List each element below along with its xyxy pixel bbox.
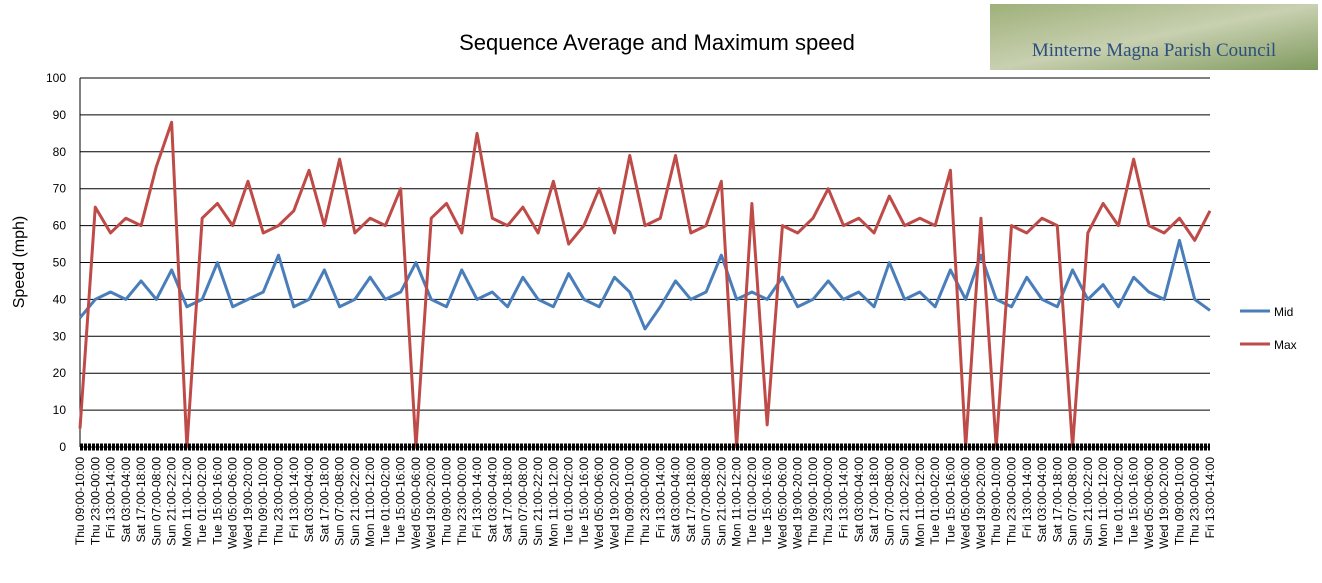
legend-label: Mid	[1274, 305, 1293, 319]
x-tick-label: Sat 17:00-18:00	[1050, 457, 1064, 543]
x-tick-label: Sun 21:00-22:00	[165, 457, 179, 546]
x-tick-label: Wed 19:00-20:00	[607, 457, 621, 549]
x-tick-label: Fri 13:00-14:00	[653, 457, 667, 539]
x-tick-label: Thu 09:00-10:00	[806, 457, 820, 545]
y-tick-label: 0	[59, 440, 66, 454]
x-tick-label: Sat 17:00-18:00	[867, 457, 881, 543]
x-tick-label: Wed 05:00-06:00	[592, 457, 606, 549]
x-tick-label: Tue 01:00-02:00	[1111, 457, 1125, 545]
x-tick-label: Fri 13:00-14:00	[1203, 457, 1217, 539]
y-tick-label: 30	[53, 329, 67, 343]
x-tick-label: Tue 15:00-16:00	[760, 457, 774, 545]
x-tick-label: Tue 01:00-02:00	[928, 457, 942, 545]
chart-title: Sequence Average and Maximum speed	[459, 30, 855, 55]
x-tick-label: Tue 01:00-02:00	[745, 457, 759, 545]
x-tick-label: Wed 19:00-20:00	[974, 457, 988, 549]
x-tick-label: Tue 15:00-16:00	[943, 457, 957, 545]
x-tick-label: Thu 23:00-00:00	[821, 457, 835, 545]
x-tick-label: Wed 05:00-06:00	[959, 457, 973, 549]
x-tick-label: Thu 23:00-00:00	[88, 457, 102, 545]
x-tick-label: Wed 05:00-06:00	[775, 457, 789, 549]
y-tick-label: 40	[53, 292, 67, 306]
x-tick-label: Sun 21:00-22:00	[898, 457, 912, 546]
x-tick-label: Sat 03:00-04:00	[302, 457, 316, 543]
x-tick-label: Sun 07:00-08:00	[882, 457, 896, 546]
logo	[990, 4, 1318, 70]
x-tick-label: Tue 01:00-02:00	[378, 457, 392, 545]
x-tick-label: Wed 19:00-20:00	[424, 457, 438, 549]
x-tick-label: Sun 07:00-08:00	[333, 457, 347, 546]
x-tick-label: Mon 11:00-12:00	[730, 457, 744, 547]
y-tick-label: 60	[53, 219, 67, 233]
x-tick-label: Thu 09:00-10:00	[256, 457, 270, 545]
x-tick-label: Sun 07:00-08:00	[516, 457, 530, 546]
x-tick-label: Wed 05:00-06:00	[226, 457, 240, 549]
y-tick-label: 100	[46, 71, 66, 85]
x-tick-label: Wed 19:00-20:00	[791, 457, 805, 549]
x-tick-label: Thu 23:00-00:00	[1004, 457, 1018, 545]
x-tick-label: Thu 09:00-10:00	[439, 457, 453, 545]
x-tick-label: Fri 13:00-14:00	[287, 457, 301, 539]
x-tick-label: Thu 23:00-00:00	[1188, 457, 1202, 545]
x-tick-label: Fri 13:00-14:00	[104, 457, 118, 539]
series-line	[78, 120, 1212, 449]
x-tick-label: Mon 11:00-12:00	[1096, 457, 1110, 547]
x-tick-label: Sun 07:00-08:00	[149, 457, 163, 546]
x-tick-label: Fri 13:00-14:00	[470, 457, 484, 539]
x-tick-label: Sun 07:00-08:00	[699, 457, 713, 546]
x-tick-label: Sun 21:00-22:00	[1081, 457, 1095, 546]
x-tick-label: Sat 03:00-04:00	[852, 457, 866, 543]
x-tick-label: Thu 09:00-10:00	[989, 457, 1003, 545]
x-tick-label: Tue 15:00-16:00	[1127, 457, 1141, 545]
y-tick-label: 50	[53, 256, 67, 270]
x-tick-label: Fri 13:00-14:00	[1020, 457, 1034, 539]
x-tick-label: Thu 23:00-00:00	[455, 457, 469, 545]
x-tick-label: Sat 17:00-18:00	[684, 457, 698, 543]
x-tick-label: Sun 21:00-22:00	[348, 457, 362, 546]
x-tick-label: Mon 11:00-12:00	[180, 457, 194, 547]
y-tick-label: 70	[53, 182, 67, 196]
y-tick-label: 80	[53, 145, 67, 159]
x-tick-label: Sun 07:00-08:00	[1066, 457, 1080, 546]
x-tick-label: Wed 19:00-20:00	[241, 457, 255, 549]
y-tick-label: 20	[53, 366, 67, 380]
x-tick-label: Fri 13:00-14:00	[837, 457, 851, 539]
x-tick-label: Mon 11:00-12:00	[913, 457, 927, 547]
x-tick-label: Mon 11:00-12:00	[363, 457, 377, 547]
y-tick-label: 90	[53, 108, 67, 122]
x-tick-label: Sat 03:00-04:00	[1035, 457, 1049, 543]
x-tick-label: Tue 15:00-16:00	[577, 457, 591, 545]
x-tick-label: Tue 15:00-16:00	[394, 457, 408, 545]
logo-text: Minterne Magna Parish Council	[1032, 40, 1276, 61]
x-tick-label: Tue 01:00-02:00	[195, 457, 209, 545]
x-tick-label: Tue 01:00-02:00	[562, 457, 576, 545]
x-tick-label: Sat 17:00-18:00	[317, 457, 331, 543]
series-line	[78, 238, 1211, 331]
x-tick-label: Thu 09:00-10:00	[73, 457, 87, 545]
x-tick-label: Thu 23:00-00:00	[272, 457, 286, 545]
x-tick-label: Sat 03:00-04:00	[669, 457, 683, 543]
x-tick-label: Sat 17:00-18:00	[134, 457, 148, 543]
x-tick-label: Sat 03:00-04:00	[485, 457, 499, 543]
x-tick-label: Wed 05:00-06:00	[1142, 457, 1156, 549]
x-tick-label: Thu 09:00-10:00	[1172, 457, 1186, 545]
x-tick-label: Thu 09:00-10:00	[623, 457, 637, 545]
x-tick-label: Sun 21:00-22:00	[531, 457, 545, 546]
x-tick-label: Tue 15:00-16:00	[210, 457, 224, 545]
legend-label: Max	[1274, 338, 1297, 352]
x-tick-label: Wed 19:00-20:00	[1157, 457, 1171, 549]
y-tick-label: 10	[53, 403, 67, 417]
x-tick-label: Sat 03:00-04:00	[119, 457, 133, 543]
y-axis-label: Speed (mph)	[11, 216, 28, 309]
x-tick-label: Wed 05:00-06:00	[409, 457, 423, 549]
x-tick-label: Sat 17:00-18:00	[501, 457, 515, 543]
x-tick-label: Sun 21:00-22:00	[714, 457, 728, 546]
x-tick-label: Mon 11:00-12:00	[546, 457, 560, 547]
x-tick-label: Thu 23:00-00:00	[638, 457, 652, 545]
